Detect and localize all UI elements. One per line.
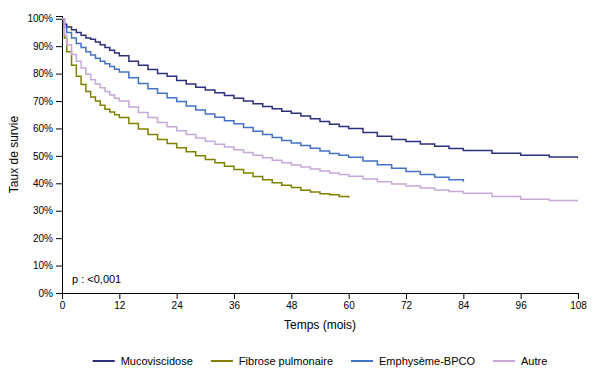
x-tick-mark [521, 293, 522, 299]
y-tick: 40% [33, 178, 62, 189]
x-tick: 60 [344, 293, 356, 311]
legend-item: Fibrose pulmonaire [211, 355, 333, 367]
x-tick-label: 24 [172, 300, 184, 311]
x-tick-label: 60 [344, 300, 356, 311]
y-axis-line [56, 17, 63, 294]
series-line [62, 19, 578, 159]
x-tick: 12 [114, 293, 126, 311]
x-tick-label: 36 [229, 300, 241, 311]
x-tick-label: 12 [114, 300, 126, 311]
y-tick-label: 90% [33, 41, 53, 52]
y-tick-label: 100% [27, 13, 53, 24]
y-tick-label: 60% [33, 123, 53, 134]
chart: 0 12 24 36 48 60 72 84 96 108 0% 10% 20% 30% 40% 50% 60%… [0, 0, 600, 375]
legend-swatch [493, 360, 515, 362]
x-tick: 108 [570, 293, 587, 311]
x-tick: 84 [458, 293, 470, 311]
y-tick-label: 80% [33, 68, 53, 79]
y-tick-mark [56, 293, 62, 294]
y-tick-mark [56, 101, 62, 102]
y-tick-mark [56, 266, 62, 267]
legend-label: Autre [521, 355, 547, 367]
y-tick: 0% [39, 288, 62, 299]
series-lines [62, 19, 578, 202]
legend: Mucoviscidose Fibrose pulmonaire Emphysème… [93, 355, 548, 367]
x-tick-mark [349, 293, 350, 299]
x-tick-mark [177, 293, 178, 299]
x-tick-label: 84 [458, 300, 470, 311]
y-tick: 70% [33, 96, 62, 107]
x-axis-title: Temps (mois) [284, 318, 356, 332]
x-tick-mark [463, 293, 464, 299]
y-tick: 90% [33, 41, 62, 52]
x-tick: 48 [286, 293, 298, 311]
y-tick-label: 50% [33, 151, 53, 162]
y-axis: 0% 10% 20% 30% 40% 50% 60% 70% 80% 90% 100% [27, 13, 62, 298]
y-tick-mark [56, 74, 62, 75]
x-tick: 36 [229, 293, 241, 311]
plot: 0 12 24 36 48 60 72 84 96 108 0% 10% 20% 30% 40% 50% 60%… [7, 13, 587, 332]
legend-item: Emphysème-BPCO [351, 355, 475, 367]
x-tick: 24 [172, 293, 184, 311]
y-tick-mark [56, 46, 62, 47]
x-tick-label: 0 [60, 300, 66, 311]
y-tick-mark [56, 238, 62, 239]
y-tick-mark [56, 128, 62, 129]
y-tick: 30% [33, 205, 62, 216]
y-tick-mark [56, 156, 62, 157]
y-tick: 50% [33, 151, 62, 162]
y-tick-label: 70% [33, 96, 53, 107]
x-axis-line [63, 294, 579, 300]
y-tick-label: 10% [33, 260, 53, 271]
x-tick-mark [119, 293, 120, 299]
y-tick-label: 20% [33, 233, 53, 244]
y-tick: 100% [27, 13, 62, 24]
x-tick-mark [291, 293, 292, 299]
y-tick: 80% [33, 68, 62, 79]
x-axis: 0 12 24 36 48 60 72 84 96 108 [60, 293, 588, 311]
series-line [62, 19, 349, 198]
y-tick-label: 40% [33, 178, 53, 189]
y-tick-label: 30% [33, 205, 53, 216]
x-tick: 72 [401, 293, 413, 311]
x-tick-label: 48 [286, 300, 298, 311]
x-tick-mark [578, 293, 579, 299]
x-tick-label: 108 [570, 300, 587, 311]
annotation: p : <0,001 [72, 273, 121, 285]
legend-swatch [351, 360, 373, 362]
legend-swatch [93, 360, 115, 362]
y-tick-mark [56, 183, 62, 184]
y-tick: 20% [33, 233, 62, 244]
legend-item: Mucoviscidose [93, 355, 193, 367]
y-tick-mark [56, 211, 62, 212]
legend-swatch [211, 360, 233, 362]
legend-item: Autre [493, 355, 547, 367]
x-tick-label: 96 [516, 300, 528, 311]
x-tick: 96 [516, 293, 528, 311]
y-tick: 60% [33, 123, 62, 134]
y-axis-title: Taux de survie [7, 115, 21, 193]
x-tick-mark [234, 293, 235, 299]
y-tick-label: 0% [39, 288, 54, 299]
legend-label: Fibrose pulmonaire [239, 355, 333, 367]
y-tick-mark [56, 19, 62, 20]
x-tick: 0 [60, 293, 66, 311]
y-tick: 10% [33, 260, 62, 271]
x-tick-mark [406, 293, 407, 299]
x-tick-label: 72 [401, 300, 413, 311]
series-line [62, 19, 578, 202]
legend-label: Mucoviscidose [121, 355, 193, 367]
legend-label: Emphysème-BPCO [379, 355, 475, 367]
